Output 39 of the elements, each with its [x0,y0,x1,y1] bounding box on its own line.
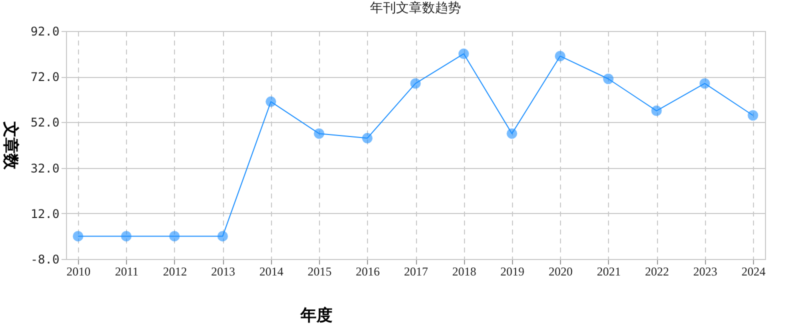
x-tick-label: 2022 [645,264,670,278]
x-axis-title: 年度 [300,306,332,324]
x-tick-label: 2020 [548,264,573,278]
point [506,128,518,139]
y-tick-label: 92.0 [30,24,60,38]
y-tick-label: 72.0 [30,70,60,84]
x-tick-label: 2010 [66,264,91,278]
point [410,78,421,89]
point [121,230,132,242]
x-tick-label: 2017 [404,264,428,278]
chart-title: 年刊文章数趋势 [370,0,461,15]
point [603,74,614,84]
y-axis-title: 文章数 [2,120,20,170]
x-tick-label: 2012 [162,264,187,278]
point [554,50,566,62]
point [748,110,758,121]
point [266,96,276,107]
x-tick-label: 2021 [596,264,621,278]
x-tick-label: 2011 [114,264,139,278]
x-tick-label: 2019 [500,264,524,278]
x-tick-label: 2013 [211,264,236,278]
point [362,132,373,144]
y-tick-label: 32.0 [30,161,60,176]
y-tick-label: -8.0 [30,252,60,266]
x-tick-label: 2014 [259,264,284,278]
y-tick-label: 52.0 [30,116,60,130]
point [458,48,469,60]
x-tick-label: 2015 [308,264,332,278]
x-tick-label: 2018 [452,264,476,278]
point [314,128,324,139]
point [699,78,710,89]
point [72,230,84,242]
x-tick-label: 2016 [356,264,380,278]
point [217,230,228,242]
x-tick-label: 2024 [741,264,766,278]
point [169,230,180,242]
x-tick-label: 2023 [693,264,718,278]
y-tick-label: 12.0 [30,206,60,221]
point [651,106,662,116]
